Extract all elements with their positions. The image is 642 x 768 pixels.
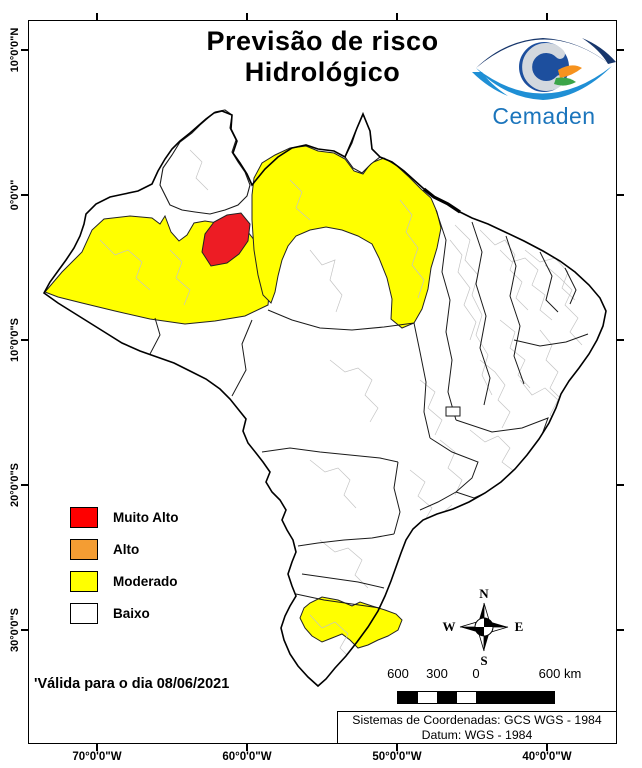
legend-label: Muito Alto (113, 510, 179, 525)
legend-label: Baixo (113, 606, 150, 621)
axis-tick (617, 49, 624, 51)
axis-tick (246, 13, 248, 20)
compass-east-label: E (514, 619, 524, 634)
scale-label-600-left: 600 (387, 666, 409, 681)
logo-upper-lid (476, 38, 612, 68)
axis-tick (546, 744, 548, 751)
cemaden-logo-text: Cemaden (492, 103, 596, 129)
amazon-mouth-coast-accent (423, 187, 461, 214)
legend-swatch-baixo (70, 603, 98, 624)
legend-item: Muito Alto (70, 507, 178, 528)
crs-line2: Datum: WGS - 1984 (421, 728, 533, 742)
region-east-amazonas-muito-alto (201, 212, 251, 267)
legend-item: Baixo (70, 603, 150, 624)
axis-label-lat-10n: 10°0'0"N (9, 27, 21, 73)
axis-tick (396, 744, 398, 751)
axis-tick (396, 13, 398, 20)
brazil-outline (42, 110, 607, 688)
legend-item: Moderado (70, 571, 178, 592)
distrito-federal-box (445, 406, 461, 417)
axis-label-lat-10s: 10°0'0"S (9, 317, 21, 363)
legend-swatch-alto (70, 539, 98, 560)
axis-label-lon-70w: 70°0'0"W (72, 751, 122, 763)
legend-swatch-moderado (70, 571, 98, 592)
legend-label: Alto (113, 542, 140, 557)
axis-tick (617, 484, 624, 486)
axis-label-lon-50w: 50°0'0"W (372, 751, 422, 763)
map-frame (28, 20, 617, 744)
crs-line1: Sistemas de Coordenadas: GCS WGS - 1984 (352, 713, 602, 727)
axis-tick (96, 744, 98, 751)
logo-lower-lid (476, 66, 612, 100)
axis-label-lon-60w: 60°0'0"W (222, 751, 272, 763)
axis-label-lat-30s: 30°0'0"S (9, 607, 21, 653)
legend-label: Moderado (113, 574, 178, 589)
axis-tick (246, 744, 248, 751)
axis-label-lat-20s: 20°0'0"S (9, 462, 21, 508)
axis-tick (617, 629, 624, 631)
legend-swatch-muito-alto (70, 507, 98, 528)
axis-tick (617, 339, 624, 341)
axis-tick (21, 339, 28, 341)
compass-west-label: W (442, 619, 456, 634)
scale-label-300: 300 (426, 666, 448, 681)
region-roraima-baixo (159, 109, 251, 215)
logo-green-accent (554, 77, 576, 86)
axis-label-lat-0: 0°0'0" (9, 179, 21, 211)
compass-rose (459, 602, 509, 652)
axis-tick (21, 629, 28, 631)
axis-tick (546, 13, 548, 20)
axis-tick (21, 49, 28, 51)
scale-bar (397, 691, 555, 704)
axis-tick (21, 484, 28, 486)
axis-tick (21, 194, 28, 196)
logo-orange-accent (558, 65, 582, 78)
crs-box: Sistemas de Coordenadas: GCS WGS - 1984 … (337, 711, 617, 744)
logo-swoosh-right (582, 38, 616, 64)
cemaden-logo (472, 38, 616, 100)
axis-tick (617, 194, 624, 196)
logo-c-glyph (522, 43, 565, 91)
compass-north-label: N (479, 586, 489, 601)
compass-south-label: S (480, 653, 488, 668)
validity-note: 'Válida para o dia 08/06/2021 (34, 676, 230, 692)
scale-label-600-km: 600 km (538, 666, 582, 681)
scale-label-0: 0 (472, 666, 480, 681)
axis-tick (96, 13, 98, 20)
logo-swoosh-left (472, 72, 508, 96)
page-title-line1: Previsão de risco (206, 26, 439, 56)
region-rio-grande-do-sul-moderado (299, 596, 403, 649)
page-title-line2: Hidrológico (244, 57, 401, 87)
axis-label-lon-40w: 40°0'0"W (522, 751, 572, 763)
legend-item: Alto (70, 539, 139, 560)
